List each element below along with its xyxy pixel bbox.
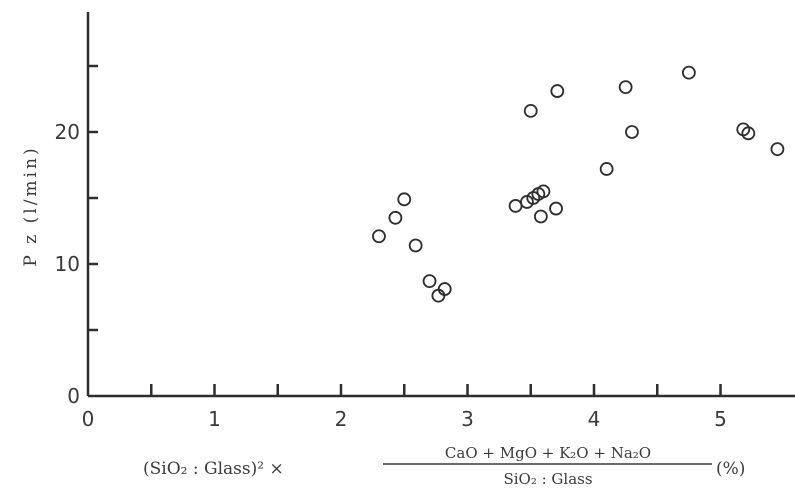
x-axis-label-denominator: SiO₂ : Glass [503,470,592,488]
y-tick-label: 10 [55,252,80,276]
data-point [437,282,452,296]
x-tick-label: 5 [714,407,727,431]
data-point [618,80,633,95]
x-tick-label: 3 [461,407,474,431]
data-point [549,201,563,216]
data-point [625,125,639,139]
data-point [372,229,386,244]
data-point [533,209,548,224]
y-tick-label: 20 [55,120,80,144]
data-point [523,103,538,118]
axis-tick-labels: 0 1 2 3 4 5 0 10 20 [55,120,727,431]
data-point [599,162,614,176]
data-point [388,210,403,225]
x-axis-label-numerator: CaO + MgO + K₂O + Na₂O [445,444,651,462]
x-axis-label: (SiO₂ : Glass)² × CaO + MgO + K₂O + Na₂O… [143,444,745,488]
axis-ticks [88,64,722,396]
y-axis-label: P z (l/min) [21,145,41,266]
x-axis-label-unit: (%) [716,459,745,479]
data-point [770,142,785,157]
x-tick-label: 4 [588,407,601,431]
data-point [550,84,565,98]
y-tick-label: 0 [67,384,80,408]
data-point [741,126,756,141]
data-point [422,274,437,289]
data-point [408,238,423,253]
data-point [536,184,551,199]
data-points [372,65,785,303]
x-tick-label: 0 [82,407,95,431]
data-point [681,65,696,80]
data-point [508,199,523,213]
data-point [397,192,412,207]
x-tick-label: 2 [335,407,348,431]
x-tick-label: 1 [208,407,221,431]
x-axis-label-left: (SiO₂ : Glass)² × [143,459,284,479]
